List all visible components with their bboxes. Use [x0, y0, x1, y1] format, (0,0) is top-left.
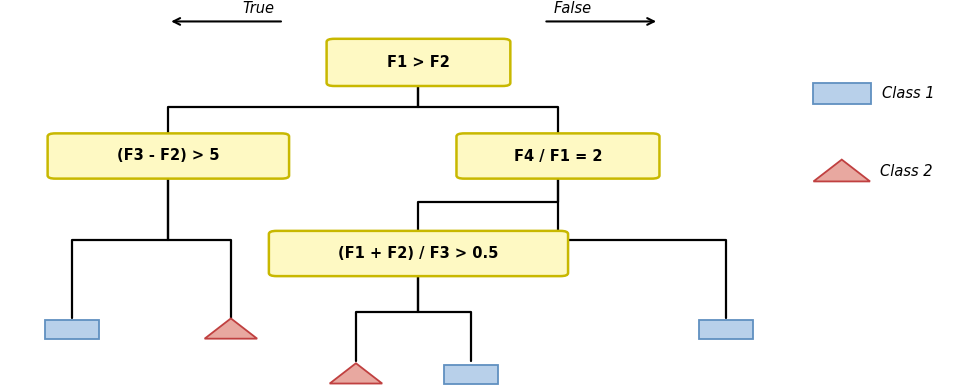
FancyBboxPatch shape: [699, 320, 752, 339]
Polygon shape: [330, 363, 382, 383]
Text: F1 > F2: F1 > F2: [386, 55, 450, 70]
Text: True: True: [242, 1, 274, 16]
Polygon shape: [813, 160, 869, 181]
Polygon shape: [205, 318, 257, 339]
Text: Class 1: Class 1: [881, 86, 934, 101]
Text: Class 2: Class 2: [879, 164, 932, 179]
FancyBboxPatch shape: [268, 231, 567, 276]
FancyBboxPatch shape: [47, 133, 288, 179]
Text: (F1 + F2) / F3 > 0.5: (F1 + F2) / F3 > 0.5: [338, 246, 498, 261]
FancyBboxPatch shape: [812, 83, 870, 104]
FancyBboxPatch shape: [45, 320, 99, 339]
FancyBboxPatch shape: [456, 133, 658, 179]
Text: False: False: [553, 1, 591, 16]
Text: F4 / F1 = 2: F4 / F1 = 2: [513, 149, 602, 163]
Text: (F3 - F2) > 5: (F3 - F2) > 5: [117, 149, 219, 163]
FancyBboxPatch shape: [444, 365, 498, 384]
FancyBboxPatch shape: [327, 39, 509, 86]
